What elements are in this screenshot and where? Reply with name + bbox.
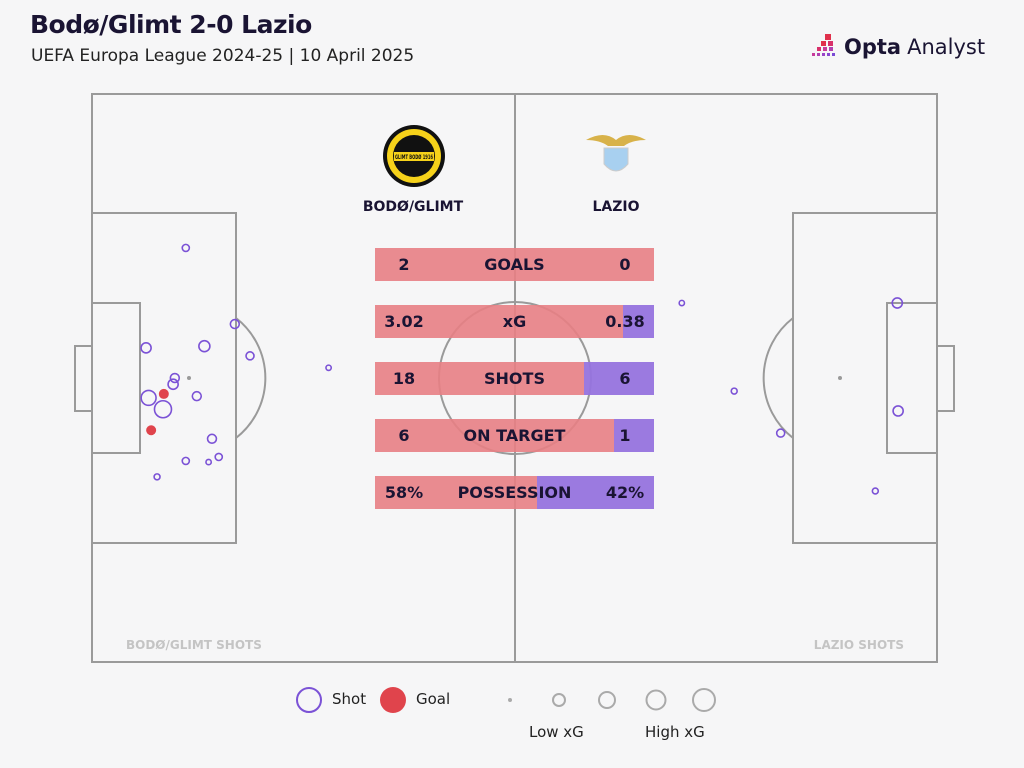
stat-label: SHOTS [484, 369, 545, 388]
left-goal [74, 345, 93, 412]
page-title: Bodø/Glimt 2-0 Lazio [30, 10, 312, 39]
stat-label: GOALS [484, 255, 545, 274]
right-six-yard-box [886, 302, 938, 454]
home-shot-marker [153, 473, 161, 481]
away-shot-marker [678, 299, 686, 307]
legend-xg-size-3 [598, 691, 616, 709]
stat-label: xG [502, 312, 527, 331]
home-shot-marker [153, 399, 173, 419]
away-shot-marker [892, 405, 904, 417]
home-stat-value: 6 [398, 426, 410, 445]
home-stat-value: 58% [384, 483, 424, 502]
left-penalty-box [91, 212, 237, 544]
stat-bar-xg: 3.02 xG 0.38 [375, 305, 654, 338]
home-shot-marker [140, 389, 157, 407]
home-shot-marker [229, 318, 241, 330]
stat-label: ON TARGET [463, 426, 566, 445]
legend-low-xg-label: Low xG [529, 723, 584, 741]
legend-goal-label: Goal [416, 690, 451, 708]
home-stat-value: 18 [392, 369, 416, 388]
bodo-logo-text: GLIMT BODØ 1916 [395, 154, 433, 161]
away-shots-label: LAZIO SHOTS [813, 638, 904, 652]
legend-shot-label: Shot [332, 690, 367, 708]
home-stat-value: 2 [398, 255, 410, 274]
home-goal-marker [158, 388, 169, 399]
legend-shot-icon [296, 687, 322, 713]
home-shot-marker [140, 342, 152, 354]
away-stat-value: 0.38 [605, 312, 645, 331]
away-shot-marker [891, 297, 904, 309]
away-stat-value: 1 [619, 426, 631, 445]
left-penalty-spot [187, 376, 191, 380]
home-share-fill [375, 476, 537, 509]
stat-label: POSSESSION [457, 483, 572, 502]
brand-light: Analyst [907, 35, 986, 59]
home-shots-label: BODØ/GLIMT SHOTS [126, 638, 262, 652]
opta-analyst-logo: Opta Analyst [808, 32, 985, 62]
right-penalty-arc [762, 317, 794, 439]
home-shot-marker [245, 351, 255, 361]
home-share-fill [375, 362, 585, 395]
away-shot-marker [871, 487, 880, 495]
page-subtitle: UEFA Europa League 2024-25 | 10 April 20… [31, 46, 415, 66]
opta-logo-icon [812, 34, 835, 56]
home-team-name: BODØ/GLIMT [362, 199, 464, 215]
away-share-fill [584, 362, 654, 395]
home-shot-marker [191, 390, 203, 402]
away-share-fill [614, 419, 654, 452]
home-stat-value: 3.02 [384, 312, 424, 331]
away-stat-value: 42% [605, 483, 645, 502]
away-share-fill [622, 305, 654, 338]
away-team-name: LAZIO [592, 199, 640, 215]
left-six-yard-box [91, 302, 141, 454]
home-shot-marker [167, 378, 179, 391]
stat-bar-on-target: 6 ON TARGET 1 [375, 419, 654, 452]
home-shot-marker [206, 433, 218, 445]
legend-high-xg-label: High xG [645, 723, 705, 741]
right-goal [936, 345, 955, 412]
lazio-logo [586, 135, 646, 172]
home-share-fill [375, 419, 615, 452]
home-shot-marker [181, 243, 191, 253]
legend-xg-size-2 [552, 693, 566, 707]
stat-bar-shots: 18 SHOTS 6 [375, 362, 654, 395]
bodo-glimt-logo: GLIMT BODØ 1916 [383, 125, 445, 187]
stat-bar-goals: 2 GOALS 0 [375, 248, 654, 281]
home-shot-marker [169, 372, 181, 384]
brand-bold: Opta [844, 35, 902, 59]
home-shot-marker [198, 339, 211, 353]
home-shot-marker [214, 452, 224, 462]
legend-goal-icon [380, 687, 406, 713]
away-shot-marker [730, 387, 738, 395]
home-goal-marker [146, 425, 157, 436]
home-shot-marker [181, 456, 191, 466]
home-shot-marker [205, 458, 213, 466]
away-stat-value: 0 [619, 255, 631, 274]
legend-xg-size-1 [508, 698, 512, 702]
legend-xg-size-4 [645, 689, 667, 711]
home-share-fill [375, 248, 654, 281]
left-penalty-arc [235, 317, 267, 439]
away-share-fill [536, 476, 654, 509]
legend-xg-size-5 [692, 688, 716, 712]
away-stat-value: 6 [619, 369, 631, 388]
home-share-fill [375, 305, 623, 338]
stat-bar-possession: 58% POSSESSION 42% [375, 476, 654, 509]
right-penalty-box [792, 212, 938, 544]
home-shot-marker [325, 364, 333, 372]
away-shot-marker [775, 428, 786, 438]
right-penalty-spot [838, 376, 842, 380]
